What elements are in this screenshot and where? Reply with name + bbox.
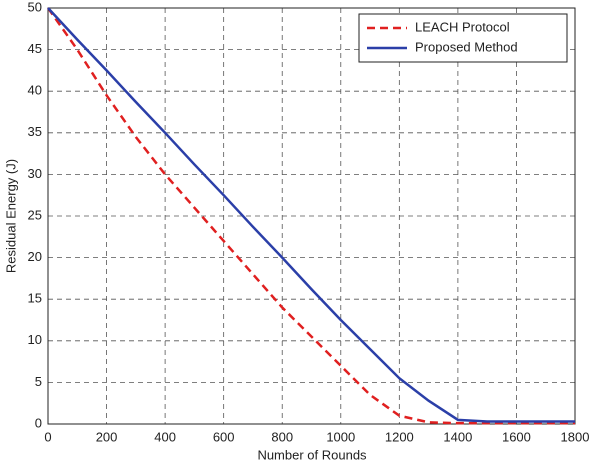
y-tick-label: 15 (28, 291, 42, 306)
x-tick-label: 200 (96, 429, 118, 444)
x-tick-label: 600 (213, 429, 235, 444)
x-tick-label: 1400 (443, 429, 472, 444)
y-tick-label: 5 (35, 374, 42, 389)
x-tick-label: 800 (271, 429, 293, 444)
y-tick-label: 10 (28, 332, 42, 347)
x-axis-label: Number of Rounds (257, 447, 367, 462)
plot-frame (47, 7, 576, 425)
y-tick-label: 25 (28, 207, 42, 222)
series-line (46, 7, 575, 425)
x-tick-label: 1800 (561, 429, 590, 444)
legend-box (358, 13, 568, 63)
y-tick-label: 0 (35, 415, 42, 430)
x-tick-label: 1200 (385, 429, 414, 444)
y-axis-label: Residual Energy (J) (3, 159, 18, 273)
legend-label: LEACH Protocol (415, 19, 510, 34)
x-tick-label: 400 (154, 429, 176, 444)
x-tick-label: 1600 (502, 429, 531, 444)
x-tick-label: 0 (44, 429, 51, 444)
series-line (47, 7, 575, 423)
y-tick-label: 40 (28, 83, 42, 98)
legend-label: Proposed Method (415, 39, 518, 54)
y-tick-label: 45 (28, 41, 42, 56)
y-tick-label: 30 (28, 166, 42, 181)
y-tick-label: 50 (28, 0, 42, 14)
y-tick-label: 35 (28, 124, 42, 139)
y-tick-label: 20 (28, 249, 42, 264)
x-tick-label: 1000 (326, 429, 355, 444)
